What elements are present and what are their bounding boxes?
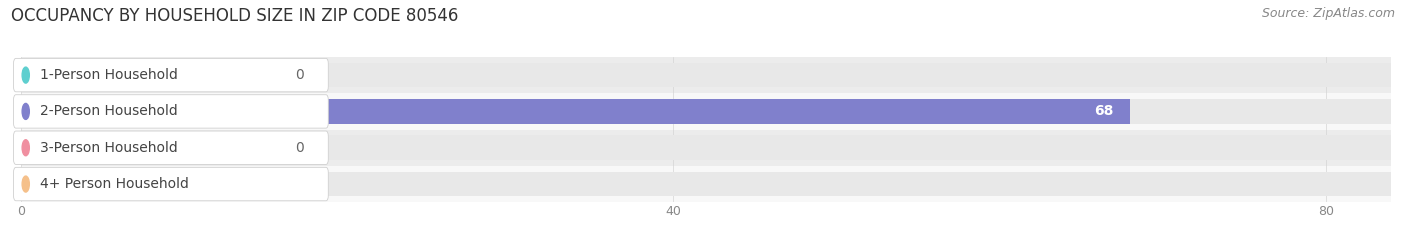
Text: Source: ZipAtlas.com: Source: ZipAtlas.com	[1261, 7, 1395, 20]
Bar	[21, 172, 281, 196]
Bar	[21, 99, 1130, 124]
Circle shape	[22, 140, 30, 156]
Text: 16: 16	[246, 177, 266, 191]
Circle shape	[22, 67, 30, 83]
Text: 2-Person Household: 2-Person Household	[41, 104, 179, 118]
Text: 1-Person Household: 1-Person Household	[41, 68, 179, 82]
FancyBboxPatch shape	[14, 131, 329, 164]
Bar	[21, 57, 1391, 93]
Text: 68: 68	[1094, 104, 1114, 118]
Bar	[21, 130, 1391, 166]
Circle shape	[22, 103, 30, 119]
Bar	[21, 63, 41, 87]
Text: 4+ Person Household: 4+ Person Household	[41, 177, 190, 191]
Bar	[21, 99, 1391, 124]
FancyBboxPatch shape	[14, 95, 329, 128]
Bar	[21, 135, 1391, 160]
FancyBboxPatch shape	[14, 167, 329, 201]
Text: 0: 0	[295, 68, 304, 82]
Bar	[21, 172, 1391, 196]
Text: OCCUPANCY BY HOUSEHOLD SIZE IN ZIP CODE 80546: OCCUPANCY BY HOUSEHOLD SIZE IN ZIP CODE …	[11, 7, 458, 25]
Circle shape	[22, 176, 30, 192]
FancyBboxPatch shape	[14, 58, 329, 92]
Text: 0: 0	[295, 141, 304, 155]
Bar	[21, 93, 1391, 130]
Bar	[21, 166, 1391, 202]
Bar	[21, 63, 1391, 87]
Text: 3-Person Household: 3-Person Household	[41, 141, 179, 155]
Bar	[21, 135, 41, 160]
